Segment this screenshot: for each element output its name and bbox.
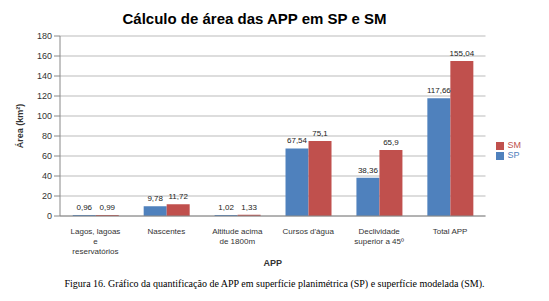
svg-text:20: 20 (42, 191, 52, 201)
html-text:SP: SP (507, 150, 520, 160)
svg-text:9,78: 9,78 (147, 194, 163, 203)
svg-text:67,54: 67,54 (287, 136, 308, 145)
svg-text:APP: APP (263, 258, 282, 268)
svg-text:120: 120 (37, 91, 52, 101)
svg-text:65,9: 65,9 (383, 138, 399, 147)
svg-text:0: 0 (47, 211, 52, 221)
svg-text:140: 140 (37, 71, 52, 81)
html-text:Figura 16. Gráfico da quantifi: Figura 16. Gráfico da quantificação de A… (64, 278, 485, 289)
svg-text:11,72: 11,72 (168, 192, 188, 201)
svg-text:1,33: 1,33 (241, 203, 257, 212)
svg-text:Altitude acimade 1800m: Altitude acimade 1800m (212, 227, 263, 246)
svg-text:38,36: 38,36 (358, 166, 379, 175)
svg-text:Declividadesuperior a 45º: Declividadesuperior a 45º (354, 227, 404, 246)
html-text:Cálculo de área das APP em SP: Cálculo de área das APP em SP e SM (122, 10, 387, 27)
svg-text:75,1: 75,1 (312, 129, 328, 138)
svg-text:180: 180 (37, 31, 52, 41)
svg-text:Área (km²): Área (km²) (15, 104, 25, 149)
svg-text:100: 100 (37, 111, 52, 121)
svg-text:0,99: 0,99 (99, 203, 115, 212)
svg-text:Lagos, lagoasereservatórios: Lagos, lagoasereservatórios (71, 227, 121, 256)
svg-text:40: 40 (42, 171, 52, 181)
svg-text:Total APP: Total APP (433, 227, 468, 236)
svg-text:Nascentes: Nascentes (147, 227, 185, 236)
svg-text:60: 60 (42, 151, 52, 161)
svg-text:80: 80 (42, 131, 52, 141)
svg-text:Cursos d'água: Cursos d'água (283, 227, 335, 236)
html-text:SM: SM (507, 140, 521, 150)
svg-text:117,66: 117,66 (427, 86, 451, 95)
svg-text:1,02: 1,02 (218, 203, 234, 212)
svg-text:0,96: 0,96 (76, 203, 92, 212)
svg-text:160: 160 (37, 51, 52, 61)
svg-text:155,04: 155,04 (450, 49, 475, 58)
